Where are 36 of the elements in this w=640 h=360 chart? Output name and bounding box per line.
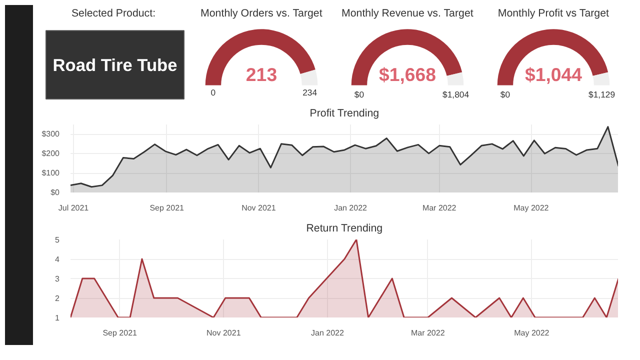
text: 0	[210, 88, 216, 98]
x-tick-label: Jan 2022	[334, 204, 368, 212]
chart-title: Monthly Orders vs. Target	[200, 8, 322, 20]
x-tick-label: Mar 2022	[422, 204, 457, 212]
y-tick-label: 1	[55, 314, 60, 322]
x-tick-label: Jul 2021	[58, 204, 90, 212]
x-tick-label: Sep 2021	[102, 328, 138, 338]
x-tick-label: May 2022	[514, 204, 550, 212]
x-tick-label: Jan 2022	[311, 328, 344, 338]
text: 234	[302, 88, 318, 98]
y-tick-label: 5	[55, 236, 60, 244]
x-tick-label: May 2022	[514, 328, 550, 338]
text: $1,129	[588, 90, 616, 100]
y-tick-label: $100	[42, 168, 60, 178]
text: $1,804	[442, 90, 470, 100]
x-tick-label: Mar 2022	[410, 328, 446, 338]
y-tick-label: $300	[42, 130, 60, 139]
y-tick-label: 3	[55, 274, 60, 284]
y-tick-label: $0	[50, 188, 60, 197]
y-tick-label: 4	[55, 255, 60, 264]
x-tick-label: Nov 2021	[242, 204, 276, 212]
chart-title: Profit Trending	[310, 108, 380, 120]
text: Road Tire Tube	[52, 54, 178, 75]
text: $1,668	[378, 64, 436, 85]
text: $1,044	[524, 64, 583, 85]
chart-title: Monthly Profit vs Target	[498, 8, 610, 20]
y-tick-label: 2	[55, 294, 60, 303]
chart-title: Monthly Revenue vs. Target	[341, 8, 474, 20]
x-tick-label: Sep 2021	[150, 204, 185, 212]
text: Selected Product:	[71, 8, 156, 20]
text: $0	[500, 90, 510, 100]
x-tick-label: Nov 2021	[206, 328, 242, 338]
y-tick-label: $200	[42, 149, 60, 158]
text: $0	[354, 90, 364, 100]
chart-title: Return Trending	[306, 222, 383, 234]
text: 213	[246, 64, 278, 85]
